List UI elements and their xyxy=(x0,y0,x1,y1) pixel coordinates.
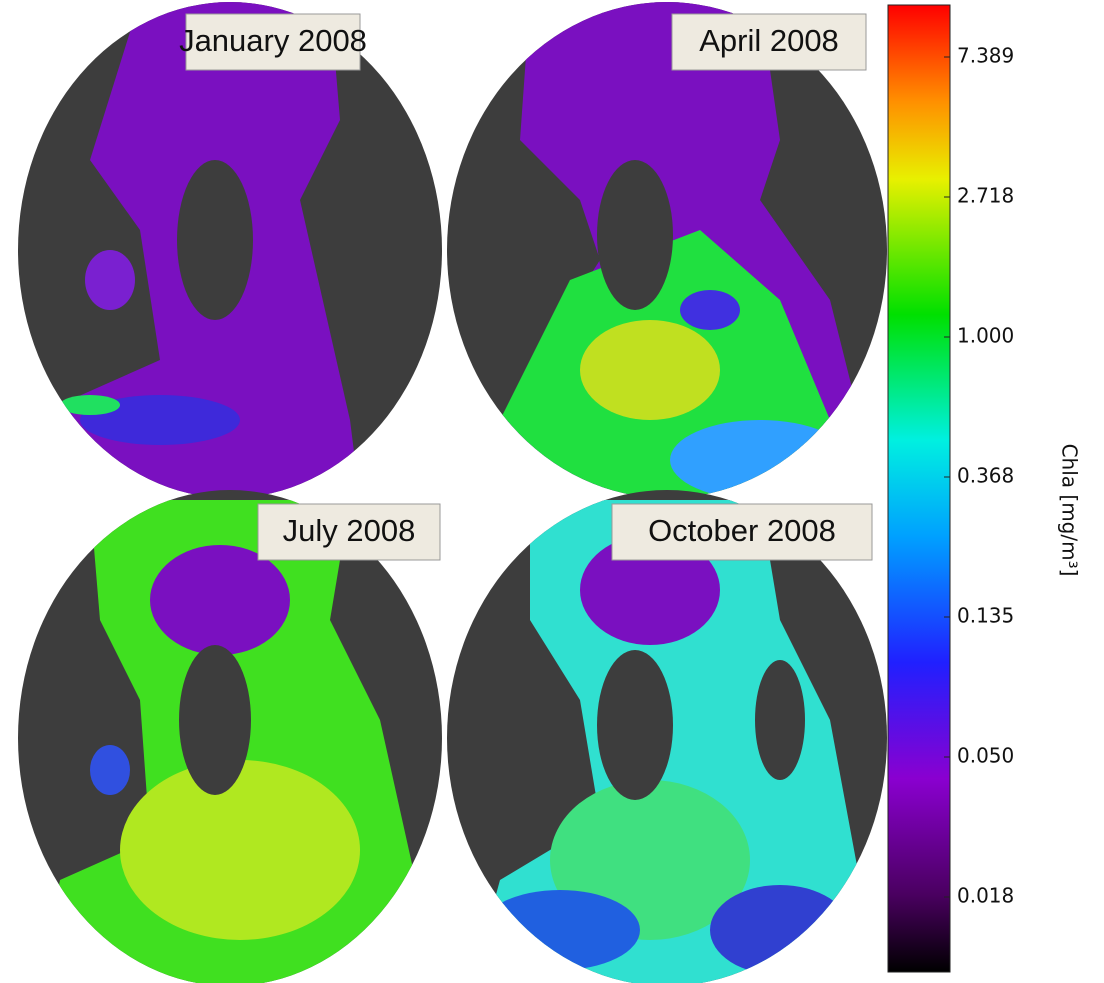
title-box: July 2008 xyxy=(257,503,441,561)
map-october xyxy=(447,490,887,983)
map-january xyxy=(18,2,442,498)
panel-title: April 2008 xyxy=(699,23,839,58)
map-april xyxy=(447,2,887,498)
map-july xyxy=(18,490,442,983)
title-box: April 2008 xyxy=(671,13,867,71)
panel-title: January 2008 xyxy=(179,23,367,58)
title-box: January 2008 xyxy=(179,13,367,71)
colorbar-label: Chla [mg/m³] xyxy=(1058,444,1082,577)
tick-label: 0.135 xyxy=(957,604,1014,628)
tick-label: 0.368 xyxy=(957,464,1014,488)
tick-label: 0.018 xyxy=(957,884,1014,908)
title-box: October 2008 xyxy=(611,503,873,561)
panel-title: July 2008 xyxy=(283,513,416,548)
tick-label: 2.718 xyxy=(957,184,1014,208)
colorbar-ticks: 7.389 2.718 1.000 0.368 0.135 0.050 0.018 xyxy=(944,44,1014,908)
colorbar xyxy=(887,4,951,973)
tick-label: 0.050 xyxy=(957,744,1014,768)
tick-label: 1.000 xyxy=(957,324,1014,348)
tick-label: 7.389 xyxy=(957,44,1014,68)
panel-title: October 2008 xyxy=(648,513,836,548)
